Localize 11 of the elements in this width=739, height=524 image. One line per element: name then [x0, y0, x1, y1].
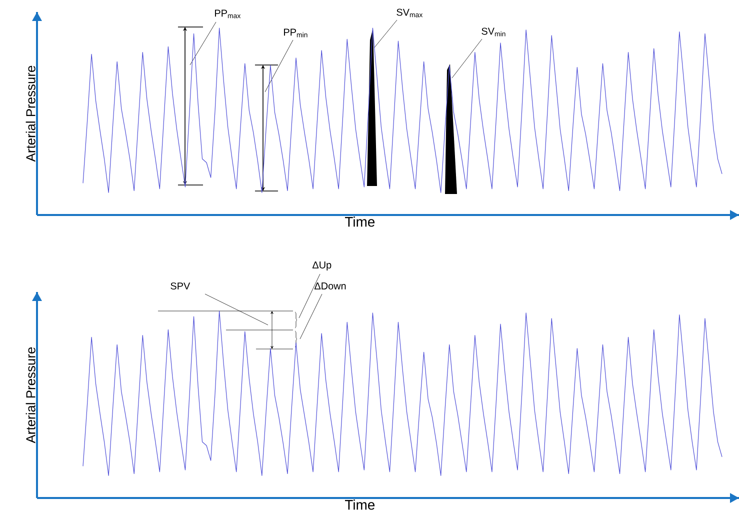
annotation: SV$_{min}$ [482, 28, 506, 36]
annotation: PP$_{min}$ [284, 28, 308, 38]
y-axis-title: Arterial Pressure [26, 347, 36, 444]
text: ΔDown [314, 282, 346, 290]
x-axis-title: Time [345, 500, 375, 510]
text: SV$_{max}$ [396, 8, 423, 18]
text: SPV [170, 282, 190, 290]
text: ΔUp [312, 262, 332, 270]
y-axis-title: Arterial Pressure [26, 66, 36, 162]
text: PP$_{max}$ [215, 10, 241, 18]
x-axis-title: Time [345, 216, 375, 227]
